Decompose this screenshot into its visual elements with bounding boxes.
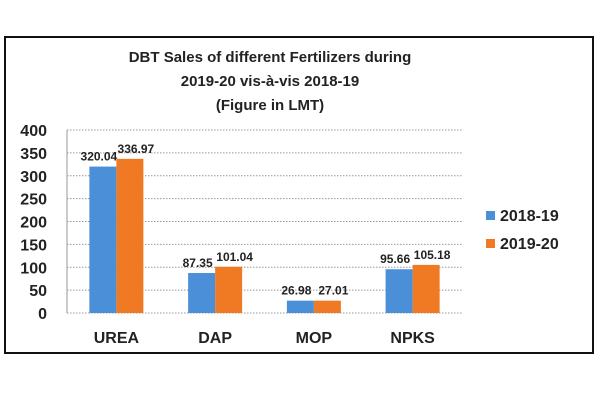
data-label: 105.18 [414,248,451,262]
bar-2018-19-MOP [286,300,314,313]
y-tick-label: 400 [20,123,47,140]
bar-2018-19-NPKS [385,269,413,313]
y-tick-label: 50 [29,283,47,300]
chart-title-line: 2019-20 vis-à-vis 2018-19 [181,73,359,90]
legend-label: 2018-19 [500,208,559,225]
y-tick-label: 150 [20,237,47,254]
y-tick-label: 300 [20,169,47,186]
data-label: 101.04 [216,250,253,264]
data-label: 27.01 [318,284,348,298]
data-label: 95.66 [380,252,410,266]
chart-title-line: (Figure in LMT) [216,97,324,114]
x-tick-label: MOP [296,330,333,347]
bar-2019-20-UREA [116,158,144,313]
x-tick-label: DAP [198,330,232,347]
bar-2019-20-DAP [215,266,243,313]
data-label: 320.04 [81,150,118,164]
x-tick-label: UREA [94,330,140,347]
bar-2019-20-NPKS [412,264,440,313]
data-label: 336.97 [118,142,155,156]
y-tick-label: 0 [38,306,47,323]
x-tick-label: NPKS [390,330,435,347]
y-tick-label: 250 [20,192,47,209]
legend-label: 2019-20 [500,236,559,253]
legend-swatch [486,211,495,220]
bar-2018-19-DAP [188,273,216,313]
bar-2019-20-MOP [313,300,341,313]
data-label: 87.35 [183,256,213,270]
chart-frame [4,36,594,354]
y-tick-label: 200 [20,215,47,232]
data-label: 26.98 [281,284,311,298]
y-tick-label: 350 [20,146,47,163]
chart-title-line: DBT Sales of different Fertilizers durin… [129,49,412,66]
legend-swatch [486,239,495,248]
bar-2018-19-UREA [89,166,117,313]
y-tick-label: 100 [20,260,47,277]
